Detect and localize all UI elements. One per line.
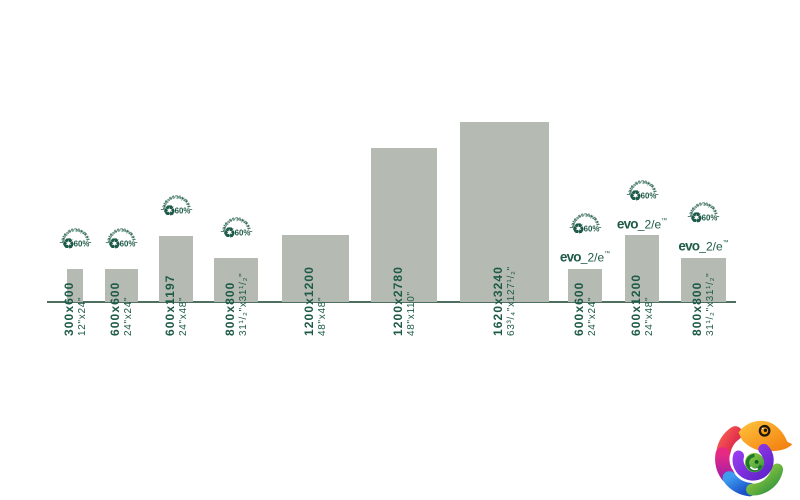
trademark-icon: ™ <box>722 240 729 247</box>
size-label-mm: 600x1197 <box>162 274 177 336</box>
size-label-mm: 1620x3240 <box>491 266 505 336</box>
evo-logo-suffix: _2/e <box>580 250 605 265</box>
axis-line <box>47 301 736 303</box>
size-label-inches: 31¹/₂"x31¹/₂" <box>237 272 249 336</box>
size-bar <box>625 235 659 302</box>
recycle-icon: ♻ <box>572 221 584 237</box>
size-label: 1620x3240 63³/₄"x127¹/₂" <box>491 266 518 336</box>
size-bar <box>370 147 438 302</box>
badge-percent: 60% <box>174 206 190 215</box>
chameleon-body <box>715 420 793 497</box>
size-label-inches: 31¹/₂"x31¹/₂" <box>705 272 716 336</box>
size-label-mm: 600x600 <box>571 281 586 336</box>
evo-logo-suffix: _2/e <box>699 239 723 254</box>
recycled-content-badge: pre-consumer recycled content ♻ 60% <box>157 190 195 228</box>
size-label: 800x800 31¹/₂"x31¹/₂" <box>222 272 250 336</box>
evo-logo-word: evo <box>678 238 700 254</box>
size-bar <box>681 257 726 302</box>
recycle-icon: ♻ <box>223 224 235 240</box>
size-label-inches: 24"x48" <box>643 296 655 336</box>
recycle-icon: ♻ <box>108 235 120 251</box>
trademark-icon: ™ <box>661 218 668 225</box>
chameleon-logo <box>715 420 793 497</box>
size-label-inches: 48"x48" <box>317 296 328 336</box>
size-label-mm: 600x1200 <box>628 273 643 336</box>
recycle-icon: ♻ <box>629 188 641 204</box>
badge-background <box>566 209 604 247</box>
trademark-icon: ™ <box>604 251 611 258</box>
badge-background <box>217 212 255 250</box>
evo-logo-suffix: _2/e <box>637 217 662 232</box>
size-label: 600x1200 24"x48" <box>628 273 656 336</box>
evo-logo-word: evo <box>559 249 582 265</box>
size-bar <box>568 268 602 302</box>
badge-percent: 60% <box>120 239 136 248</box>
size-label-mm: 300x600 <box>61 281 76 336</box>
size-label-mm: 1200x2780 <box>391 266 405 336</box>
size-label: 1200x2780 48"x110" <box>391 266 418 336</box>
recycled-content-badge: pre-consumer recycled content ♻ 60% <box>103 223 140 261</box>
evo-logo-word: evo <box>616 216 639 232</box>
size-label: 600x600 24"x24" <box>571 281 599 336</box>
evo2e-logo: evo_2/e™ <box>678 237 729 254</box>
badge-percent: 60% <box>702 214 718 223</box>
size-label-inches: 24"x24" <box>123 296 134 336</box>
recycle-icon: ♻ <box>690 210 702 226</box>
size-bar <box>213 257 259 302</box>
size-bar <box>459 122 550 302</box>
evo2e-logo: evo_2/e™ <box>616 215 668 232</box>
recycled-content-badge: pre-consumer recycled content ♻ 60% <box>217 212 255 250</box>
size-label: 1200x1200 48"x48" <box>302 266 329 336</box>
badge-background <box>103 223 140 261</box>
badge-percent: 60% <box>640 192 656 201</box>
size-label-inches: 63³/₄"x127¹/₂" <box>505 266 518 336</box>
chameleon-eye <box>758 424 771 437</box>
badge-percent: 60% <box>583 225 599 234</box>
size-bar <box>104 268 139 302</box>
size-label: 600x600 24"x24" <box>108 281 135 336</box>
size-bar <box>66 268 84 302</box>
badge-background <box>56 223 94 261</box>
badge-background <box>623 176 661 214</box>
recycle-icon: ♻ <box>62 235 74 251</box>
evo2e-logo: evo_2/e™ <box>559 248 611 265</box>
badge-percent: 60% <box>234 228 250 237</box>
size-label-inches: 24"x48" <box>177 296 189 336</box>
size-label: 300x600 12"x24" <box>61 281 89 336</box>
badge-percent: 60% <box>73 239 89 248</box>
badge-background <box>685 198 722 236</box>
size-label-mm: 800x800 <box>690 281 704 336</box>
recycled-content-badge: pre-consumer recycled content ♻ 60% <box>566 209 604 247</box>
recycled-content-badge: pre-consumer recycled content ♻ 60% <box>56 223 94 261</box>
size-bar <box>282 235 349 302</box>
size-label-inches: 12"x24" <box>76 296 88 336</box>
badge-background <box>157 190 195 228</box>
size-label: 600x1197 24"x48" <box>162 274 190 336</box>
size-label-mm: 1200x1200 <box>302 266 316 336</box>
recycled-content-badge: pre-consumer recycled content ♻ 60% <box>685 198 722 236</box>
size-bar <box>159 235 193 302</box>
size-label-mm: 800x800 <box>222 281 237 336</box>
recycled-content-badge: pre-consumer recycled content ♻ 60% <box>623 176 661 214</box>
recycle-icon: ♻ <box>163 202 175 218</box>
size-label-inches: 48"x110" <box>405 291 417 336</box>
size-label-mm: 600x600 <box>108 281 122 336</box>
size-label-inches: 24"x24" <box>586 296 598 336</box>
size-label: 800x800 31¹/₂"x31¹/₂" <box>690 272 717 336</box>
